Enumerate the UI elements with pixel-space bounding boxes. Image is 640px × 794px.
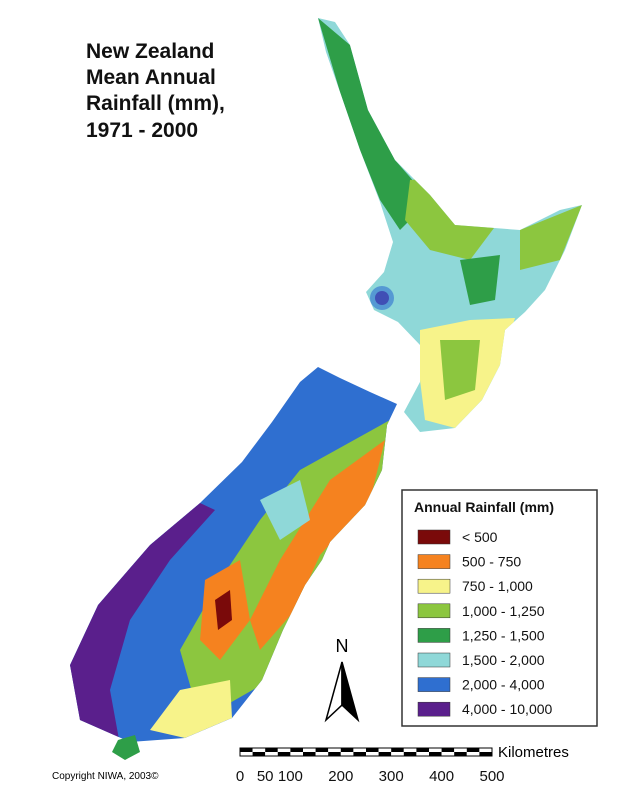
scale-segment bbox=[265, 752, 278, 756]
scale-segment bbox=[366, 748, 379, 752]
legend-label: < 500 bbox=[462, 529, 498, 545]
scale-segment bbox=[290, 748, 303, 752]
rain-zone bbox=[440, 340, 480, 400]
title-line: Mean Annual bbox=[86, 66, 216, 89]
scale-segment bbox=[391, 748, 404, 752]
scale-segment bbox=[416, 752, 429, 756]
legend-label: 1,250 - 1,500 bbox=[462, 627, 545, 643]
scale-segment bbox=[315, 748, 329, 752]
scale-segment bbox=[340, 748, 354, 752]
scale-segment bbox=[328, 748, 341, 752]
legend-label: 4,000 - 10,000 bbox=[462, 701, 553, 717]
scale-segment bbox=[378, 748, 392, 752]
title: New Zealand Mean Annual Rainfall (mm), 1… bbox=[86, 40, 225, 142]
scale-outline bbox=[239, 747, 493, 757]
scale-tick-label: 200 bbox=[328, 768, 353, 785]
rain-zone bbox=[318, 18, 430, 230]
legend-label: 500 - 750 bbox=[462, 554, 521, 570]
legend-swatch bbox=[417, 652, 451, 668]
rain-zone bbox=[370, 286, 394, 310]
scale-tick-label: 50 bbox=[257, 768, 274, 785]
scale-segment bbox=[303, 748, 316, 752]
legend-swatch bbox=[417, 554, 451, 569]
title-line: New Zealand bbox=[86, 40, 214, 63]
legend-swatch bbox=[417, 701, 451, 717]
rain-zone bbox=[70, 503, 215, 742]
title-line: 1971 - 2000 bbox=[86, 119, 198, 142]
legend-swatch bbox=[417, 529, 451, 545]
north-label: N bbox=[336, 636, 349, 656]
scale-segment bbox=[277, 752, 291, 756]
scale-tick-label: 100 bbox=[278, 768, 303, 785]
legend-swatch bbox=[417, 578, 451, 594]
arrow-left bbox=[324, 661, 343, 723]
legend-label: 1,500 - 2,000 bbox=[462, 652, 545, 668]
scale-segment bbox=[353, 752, 366, 756]
legend: Annual Rainfall (mm) < 500 500 - 750 750 -… bbox=[401, 489, 598, 727]
scale-segment bbox=[429, 752, 442, 756]
scale-segment bbox=[378, 752, 392, 756]
scale-segment bbox=[403, 752, 417, 756]
arrow-right bbox=[341, 661, 360, 723]
scale-segment bbox=[328, 752, 341, 756]
scale-segment bbox=[441, 748, 455, 752]
rain-zone bbox=[250, 440, 385, 650]
scale-tick-label: 400 bbox=[429, 768, 454, 785]
title-line: Rainfall (mm), bbox=[86, 92, 225, 115]
scale-segment bbox=[252, 748, 266, 752]
legend-swatch bbox=[417, 677, 451, 692]
rain-zone bbox=[215, 590, 232, 630]
rain-zone bbox=[460, 255, 500, 305]
scale-segment bbox=[454, 752, 467, 756]
scale-segment bbox=[240, 748, 253, 752]
scale-segment bbox=[479, 752, 492, 756]
scale-segment bbox=[290, 752, 303, 756]
scale-segment bbox=[265, 748, 278, 752]
scale-segment bbox=[466, 748, 480, 752]
stewart-island bbox=[112, 735, 140, 760]
scale-segment bbox=[252, 752, 266, 756]
south-island bbox=[70, 367, 397, 742]
north-arrow: N bbox=[324, 636, 360, 723]
legend-swatch bbox=[417, 628, 451, 643]
scale-segment bbox=[277, 748, 291, 752]
scale-segment bbox=[441, 752, 455, 756]
scale-segment bbox=[391, 752, 404, 756]
scale-segment bbox=[366, 752, 379, 756]
rain-zone bbox=[260, 480, 310, 540]
legend-label: 2,000 - 4,000 bbox=[462, 677, 545, 693]
scale-segment bbox=[466, 752, 480, 756]
scale-segment bbox=[240, 752, 253, 756]
legend-swatch bbox=[417, 603, 451, 619]
scale-tick-label: 0 bbox=[236, 768, 244, 785]
scale-segment bbox=[340, 752, 354, 756]
scale-segment bbox=[479, 748, 492, 752]
scale-segment bbox=[303, 752, 316, 756]
scale-segment bbox=[416, 748, 429, 752]
copyright: Copyright NIWA, 2003© bbox=[52, 771, 159, 782]
rain-zone bbox=[520, 205, 582, 270]
scale-unit: Kilometres bbox=[498, 744, 569, 761]
scale-segment bbox=[429, 748, 442, 752]
legend-title: Annual Rainfall (mm) bbox=[414, 499, 554, 515]
scale-segment bbox=[403, 748, 417, 752]
scale-segment bbox=[353, 748, 366, 752]
legend-label: 1,000 - 1,250 bbox=[462, 603, 545, 619]
scale-tick-label: 500 bbox=[479, 768, 504, 785]
scale-segment bbox=[315, 752, 329, 756]
scale-bar: Kilometres 0 50 100 200 300 400 500 bbox=[236, 744, 569, 785]
rain-zone bbox=[150, 680, 232, 738]
legend-label: 750 - 1,000 bbox=[462, 578, 533, 594]
scale-segment bbox=[454, 748, 467, 752]
scale-tick-label: 300 bbox=[379, 768, 404, 785]
